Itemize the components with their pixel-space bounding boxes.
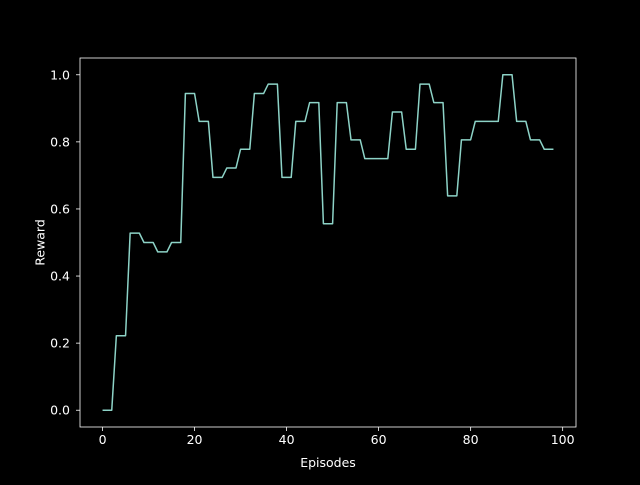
axes-frame: [79, 57, 577, 428]
x-tick-label: 40: [279, 432, 295, 447]
x-axis: 0 20 40 60 80 100: [99, 427, 575, 447]
y-tick-label: 0.0: [50, 403, 70, 418]
y-tick-label: 0.4: [50, 269, 70, 284]
x-tick-label: 20: [187, 432, 203, 447]
x-tick-label: 100: [551, 432, 575, 447]
y-tick-label: 0.6: [50, 201, 70, 216]
y-tick-label: 1.0: [50, 67, 70, 82]
y-tick-label: 0.8: [50, 134, 70, 149]
y-axis: 0.0 0.2 0.4 0.6 0.8 1.0: [50, 67, 80, 418]
x-tick-label: 80: [463, 432, 479, 447]
reward-series-line: [102, 74, 554, 411]
x-axis-label: Episodes: [300, 455, 356, 470]
x-tick-label: 60: [371, 432, 387, 447]
plot-area: [102, 74, 554, 411]
x-tick-label: 0: [99, 432, 107, 447]
y-axis-label: Reward: [32, 219, 47, 266]
y-tick-label: 0.2: [50, 336, 70, 351]
